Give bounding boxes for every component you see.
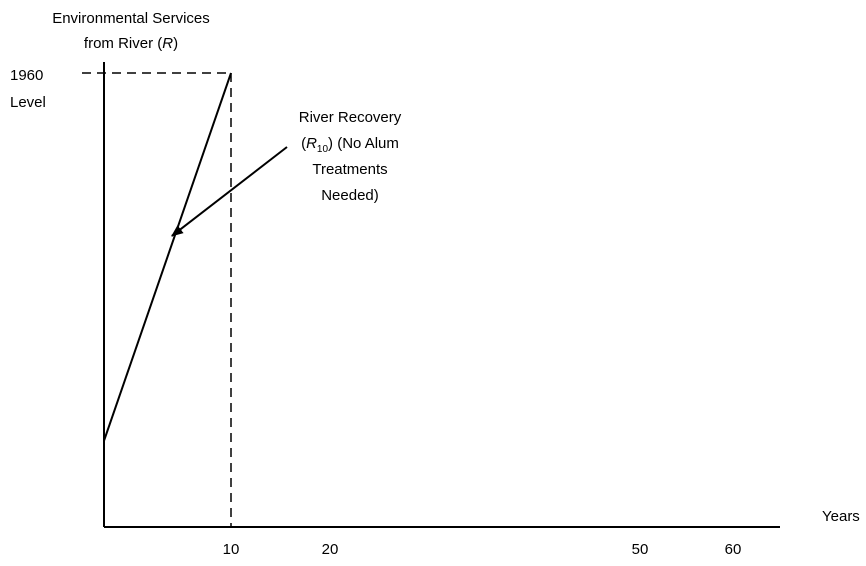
- x-tick-label-10: 10: [223, 541, 240, 558]
- annotation-variable: R: [306, 135, 317, 152]
- x-tick-labels: 10 20 50 60: [223, 541, 742, 558]
- y-axis-label-variable: R: [162, 35, 173, 52]
- reference-level-label-word: Level: [10, 94, 46, 111]
- y-axis-label-line2: from River (R): [84, 35, 178, 52]
- annotation-subscript: 10: [317, 144, 329, 155]
- annotation-line1: River Recovery: [299, 109, 402, 126]
- river-recovery-line: [103, 72, 232, 442]
- x-axis-label: Years: [822, 508, 860, 525]
- annotation-rest: ) (No Alum: [328, 135, 399, 152]
- x-tick-label-60: 60: [725, 541, 742, 558]
- x-tick-label-20: 20: [322, 541, 339, 558]
- x-tick-label-50: 50: [632, 541, 649, 558]
- annotation-line2: (R10) (No Alum: [301, 135, 399, 155]
- annotation-line4: Needed): [321, 187, 379, 204]
- y-axis-label-line1: Environmental Services: [52, 10, 210, 27]
- annotation-arrow: [171, 146, 288, 237]
- annotation-line3: Treatments: [312, 161, 387, 178]
- reference-level-label-year: 1960: [10, 67, 43, 84]
- y-axis-label-prefix: from River (: [84, 35, 162, 52]
- y-axis-label-suffix: ): [173, 35, 178, 52]
- annotation-open-paren: (: [301, 135, 306, 152]
